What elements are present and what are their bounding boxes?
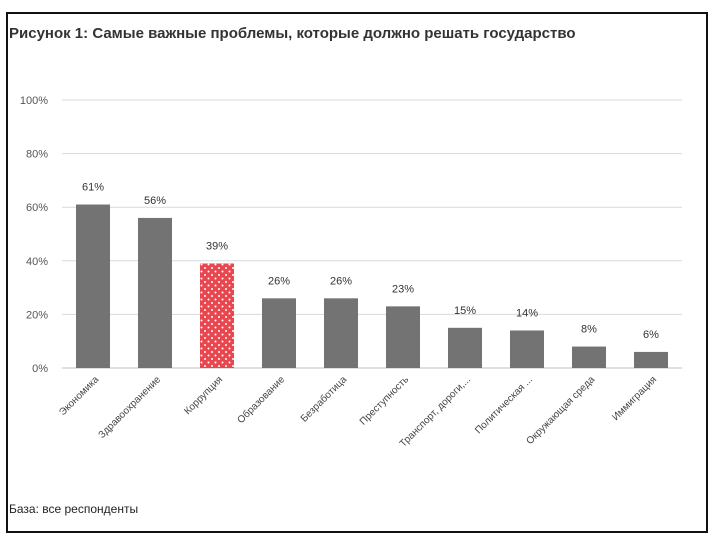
- category-label: Окружающая среда: [524, 374, 597, 447]
- data-label: 61%: [82, 182, 104, 194]
- bar-6: [386, 306, 420, 368]
- category-label: Образование: [235, 373, 288, 426]
- y-tick-label: 20%: [26, 309, 48, 321]
- y-tick-label: 100%: [20, 95, 48, 107]
- data-label: 14%: [516, 307, 538, 319]
- bar-1: [76, 204, 110, 368]
- bar-3: [200, 263, 234, 368]
- bar-5: [324, 298, 358, 368]
- category-label: Иммиграция: [610, 374, 659, 423]
- category-label: Экономика: [57, 374, 101, 418]
- bar-8: [510, 330, 544, 368]
- chart-title: Рисунок 1: Самые важные проблемы, которы…: [9, 25, 576, 42]
- category-label: Транспорт, дороги,...: [398, 374, 473, 449]
- y-tick-label: 40%: [26, 256, 48, 268]
- bar-4: [262, 298, 296, 368]
- data-label: 26%: [268, 275, 290, 287]
- data-label: 39%: [206, 240, 228, 252]
- category-label: Преступность: [358, 374, 411, 427]
- bar-9: [572, 346, 606, 368]
- data-label: 15%: [454, 305, 476, 317]
- bar-7: [448, 327, 482, 368]
- category-label: Здравоохранение: [97, 374, 164, 441]
- data-label: 56%: [144, 195, 166, 207]
- data-label: 23%: [392, 283, 414, 295]
- category-label: Коррупция: [182, 374, 225, 417]
- category-label: Политическая ...: [473, 374, 535, 436]
- data-label: 8%: [581, 324, 597, 336]
- y-tick-label: 60%: [26, 202, 48, 214]
- chart-frame: [6, 12, 708, 533]
- chart-footer: База: все респонденты: [9, 502, 139, 516]
- data-label: 26%: [330, 275, 352, 287]
- bar-2: [138, 217, 172, 368]
- category-label: Безработица: [298, 373, 349, 424]
- bar-10: [634, 351, 668, 368]
- y-tick-label: 80%: [26, 149, 48, 161]
- y-tick-label: 0%: [32, 363, 48, 375]
- data-label: 6%: [643, 329, 659, 341]
